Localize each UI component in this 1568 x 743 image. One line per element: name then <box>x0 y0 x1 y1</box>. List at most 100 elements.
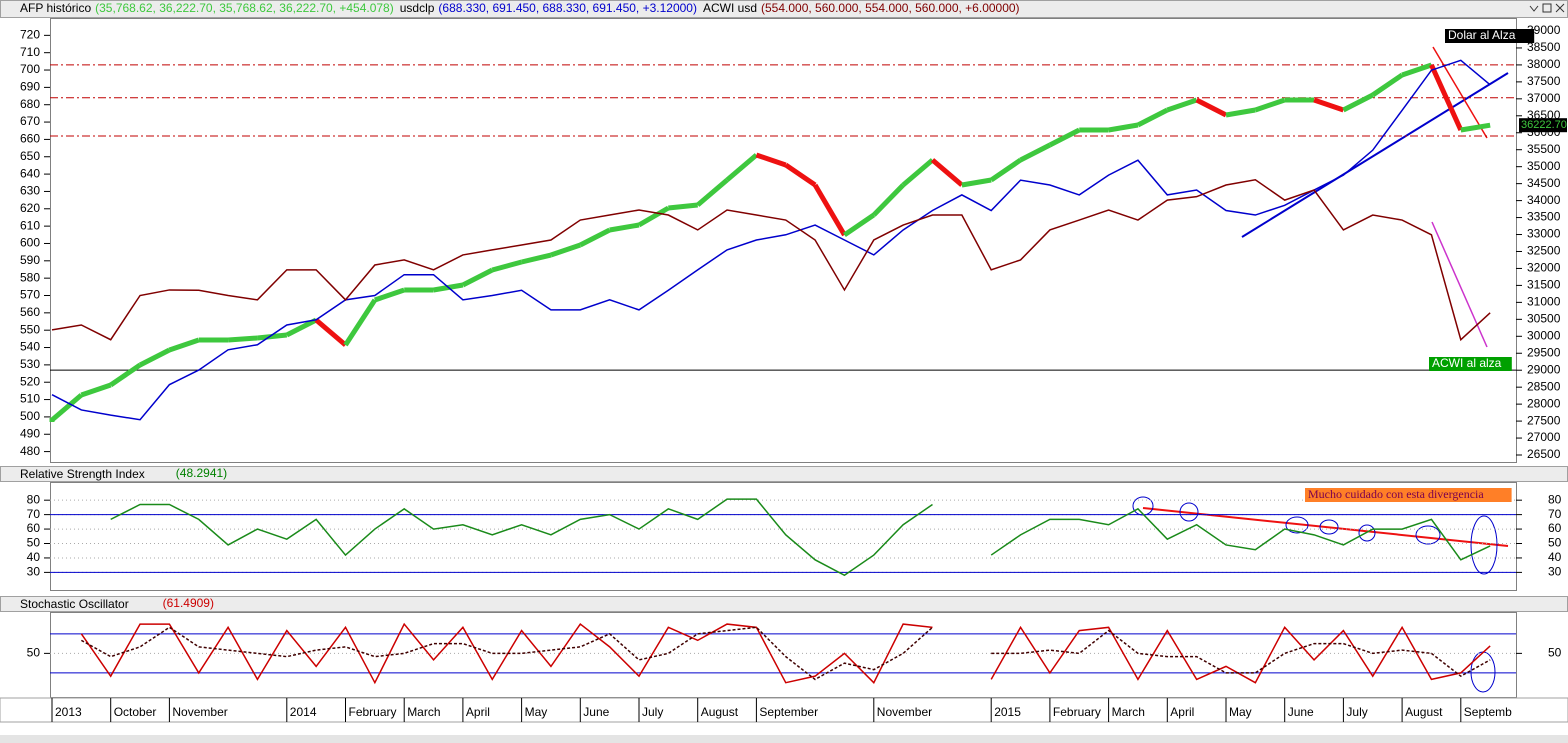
y-tick-label: 580 <box>20 270 40 284</box>
legend-summary: (554.000, 560.000, 554.000, 560.000, +6.… <box>761 1 1020 15</box>
y2-tick-label: 37500 <box>1527 74 1561 88</box>
y2-tick-label: 32000 <box>1527 261 1561 275</box>
plot-frame <box>50 18 1517 463</box>
candle <box>812 183 847 237</box>
candle <box>1313 97 1345 113</box>
y-tick-label: 50 <box>1548 646 1562 660</box>
y-tick-label: 80 <box>1548 492 1562 506</box>
y2-tick-label: 26500 <box>1527 447 1561 461</box>
y-tick-label: 690 <box>20 80 40 94</box>
candle <box>843 212 876 238</box>
annotation-box <box>1429 357 1512 371</box>
series-line <box>51 59 1491 421</box>
panel-title: AFP histórico (35,768.62, 36,222.70, 35,7… <box>20 1 1020 15</box>
y-tick-label: 660 <box>20 132 40 146</box>
y2-tick-label: 31500 <box>1527 278 1561 292</box>
candle <box>1195 97 1228 118</box>
y-tick-label: 550 <box>20 322 40 336</box>
annotation-box <box>1305 488 1512 502</box>
window-controls[interactable] <box>1529 3 1565 13</box>
candle <box>374 287 406 303</box>
maximize-icon[interactable] <box>1542 3 1552 13</box>
y2-tick-label: 34500 <box>1527 176 1561 190</box>
x-tick-label: Septemb <box>1464 705 1512 719</box>
highlight-circle <box>1470 515 1498 575</box>
annotation-box <box>1445 29 1535 43</box>
panel-title: Relative Strength Index <box>20 467 145 481</box>
y2-tick-label: 28000 <box>1527 396 1561 410</box>
y2-tick-label: 37000 <box>1527 91 1561 105</box>
y2-tick-label: 32500 <box>1527 244 1561 258</box>
y-tick-label: 560 <box>20 305 40 319</box>
annotation: ACWI al alza <box>1432 356 1502 370</box>
candle <box>1108 122 1139 133</box>
candle <box>872 183 905 217</box>
y-tick-label: 700 <box>20 62 40 76</box>
x-tick-label: April <box>466 705 490 719</box>
y-tick-label: 80 <box>27 492 41 506</box>
x-tick-label: February <box>1053 705 1101 719</box>
series-line <box>110 498 933 577</box>
candle <box>725 153 759 182</box>
annotation: Mucho cuidado con esta divergencia <box>1308 487 1484 501</box>
candle <box>1371 72 1404 98</box>
candle <box>227 335 258 343</box>
series-line <box>51 179 1491 342</box>
close-icon[interactable] <box>1555 3 1565 13</box>
highlight-circle <box>1470 651 1496 693</box>
y-tick-label: 40 <box>27 550 41 564</box>
candle <box>1429 63 1464 132</box>
x-tick-label: November <box>877 705 932 719</box>
y2-tick-label: 39000 <box>1527 23 1561 37</box>
candle <box>1460 122 1491 133</box>
x-axis-band <box>0 697 1568 723</box>
candle <box>314 318 348 347</box>
series-line <box>990 507 1491 561</box>
x-tick-label: 2013 <box>55 705 82 719</box>
panel-value: (61.4909) <box>163 596 214 610</box>
y-tick-label: 630 <box>20 184 40 198</box>
y-tick-label: 680 <box>20 97 40 111</box>
series-line <box>80 626 933 681</box>
x-tick-label: June <box>1288 705 1314 719</box>
y-tick-label: 490 <box>20 426 40 440</box>
series-line <box>80 622 933 685</box>
highlight-circle <box>1415 525 1441 545</box>
candle <box>1019 142 1052 163</box>
y-tick-label: 500 <box>20 409 40 423</box>
header-bar <box>0 596 1568 612</box>
y-tick-label: 610 <box>20 218 40 232</box>
candle <box>168 337 200 353</box>
y2-tick-label: 29000 <box>1527 362 1561 376</box>
candle <box>989 157 1022 183</box>
y-tick-label: 540 <box>20 340 40 354</box>
candle <box>901 158 935 187</box>
candle <box>80 382 112 398</box>
y-tick-label: 60 <box>27 521 41 535</box>
candle <box>579 227 611 248</box>
legend-name: ACWI usd <box>703 1 757 15</box>
collapse-icon[interactable] <box>1529 5 1539 12</box>
x-tick-label: November <box>172 705 227 719</box>
candle <box>343 298 377 347</box>
y2-tick-label: 29500 <box>1527 345 1561 359</box>
candle <box>461 267 494 288</box>
y-tick-label: 510 <box>20 392 40 406</box>
y2-tick-label: 38500 <box>1527 40 1561 54</box>
y-tick-label: 590 <box>20 253 40 267</box>
highlight-circle <box>1285 516 1309 534</box>
y-tick-label: 50 <box>27 536 41 550</box>
last-value-label: 36222.70 <box>1521 119 1567 131</box>
x-tick-label: April <box>1170 705 1194 719</box>
y2-tick-label: 27500 <box>1527 413 1561 427</box>
highlight-circle <box>1358 524 1376 542</box>
trend-line <box>1431 221 1488 348</box>
y-tick-label: 520 <box>20 374 40 388</box>
y2-tick-label: 31000 <box>1527 295 1561 309</box>
y-tick-label: 70 <box>27 507 41 521</box>
y-tick-label: 600 <box>20 236 40 250</box>
y2-tick-label: 35500 <box>1527 142 1561 156</box>
series-line <box>990 625 1491 684</box>
candle <box>138 347 171 368</box>
scrollbar[interactable] <box>0 735 1568 743</box>
